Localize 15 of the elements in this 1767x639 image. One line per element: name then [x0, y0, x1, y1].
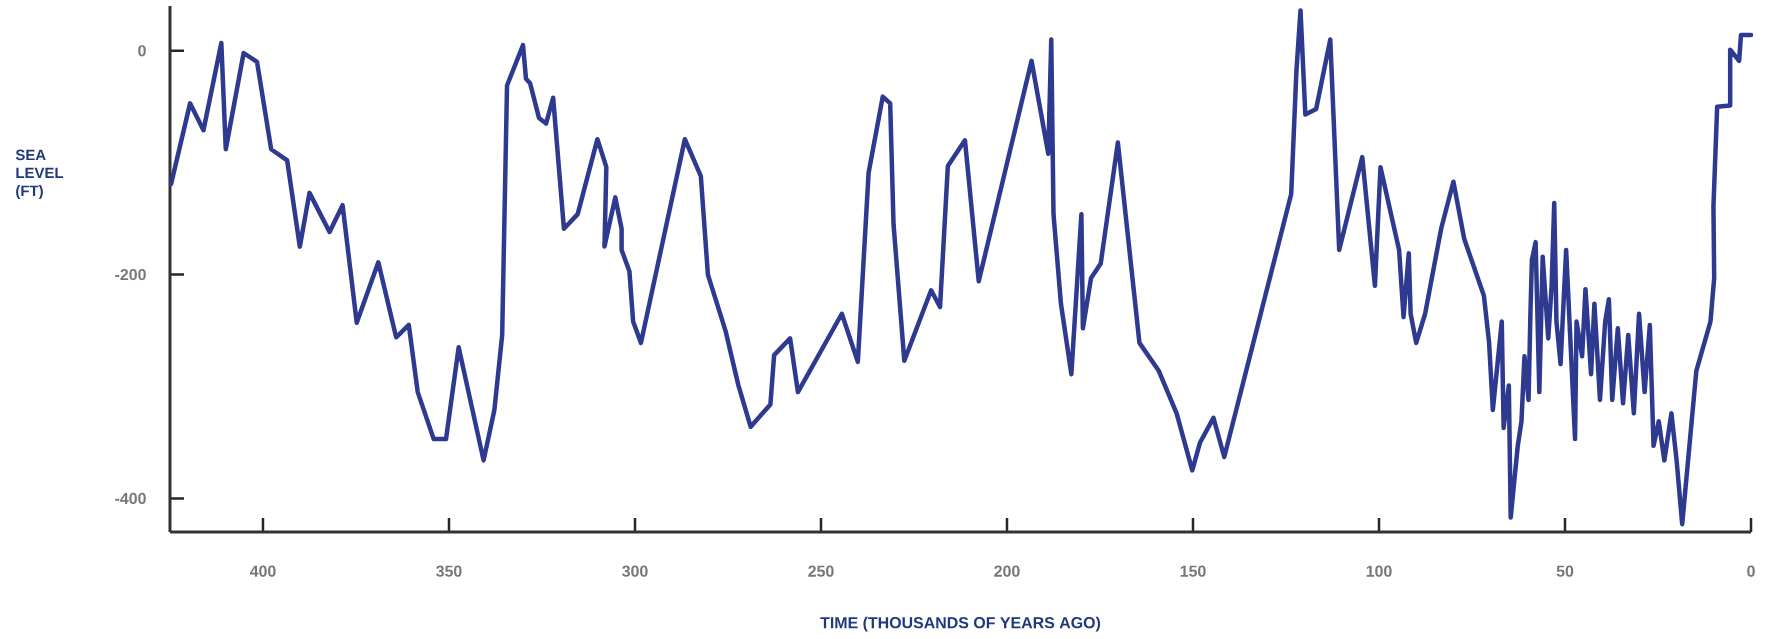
y-tick-label: -400 — [115, 492, 146, 505]
x-tick-label: 0 — [1747, 565, 1755, 577]
y-tick-label: 0 — [138, 45, 146, 57]
x-tick-label: 250 — [808, 565, 834, 577]
x-axis-title: TIME (THOUSANDS OF YEARS AGO) — [820, 616, 1101, 632]
x-tick-label: 350 — [436, 565, 462, 577]
x-tick-label: 200 — [994, 565, 1020, 577]
x-tick-label: 400 — [249, 565, 276, 577]
y-axis-title: SEA LEVEL (FT) — [15, 149, 64, 200]
y-tick-label: -200 — [115, 268, 146, 281]
x-tick-label: 300 — [622, 565, 648, 577]
line-series — [168, 8, 1754, 527]
x-tick-label: 150 — [1180, 565, 1206, 577]
x-tick-label: 100 — [1366, 565, 1392, 577]
x-tick-label: 50 — [1556, 565, 1574, 577]
